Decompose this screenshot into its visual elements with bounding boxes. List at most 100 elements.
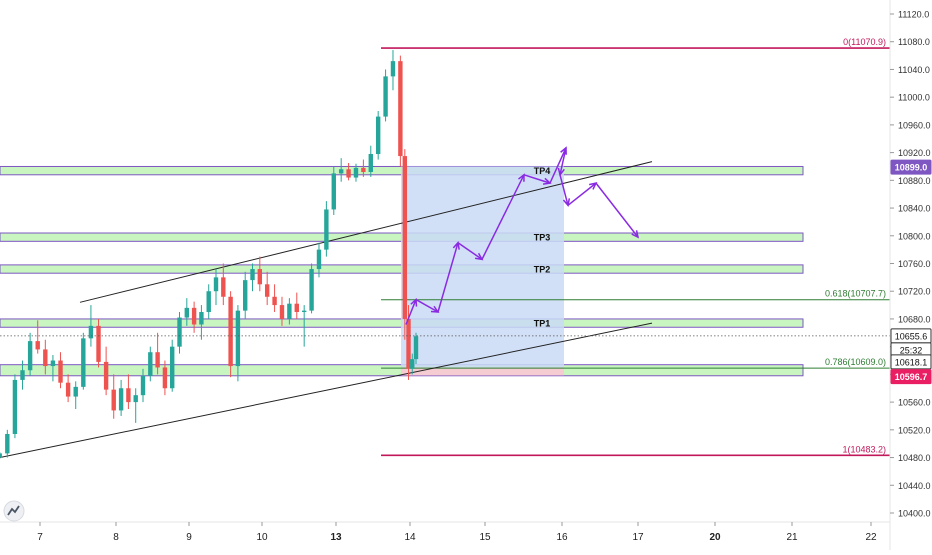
x-tick-label: 8 [113,532,119,543]
candle-body[interactable] [309,269,314,311]
candle-body[interactable] [383,76,388,117]
forecast-arrow-segment[interactable] [523,174,551,184]
candles-layer [0,50,419,459]
price-badge-label: 25:32 [900,345,923,355]
candle-body[interactable] [58,360,63,383]
candle-body[interactable] [111,389,116,411]
forecast-arrow-segment[interactable] [415,298,439,313]
candle-body[interactable] [410,359,415,369]
candle-body[interactable] [65,382,71,397]
forecast-arrow-segment[interactable] [457,242,483,260]
candle-body[interactable] [346,169,351,178]
candle-body[interactable] [402,156,408,319]
candle-body[interactable] [162,367,168,389]
candle-body[interactable] [126,388,131,403]
trend-line[interactable] [79,161,653,303]
x-axis: 7 8 9 10 13 14 15 16 17 20 21 22 [0,521,890,543]
forecast-arrow-segment[interactable] [481,174,525,260]
x-tick-label: 15 [479,532,491,543]
forecast-arrow-segment[interactable] [405,299,417,325]
price-badge-label: 10618.1 [895,357,928,367]
forecast-arrow-head [452,241,460,250]
candle-body[interactable] [103,361,109,390]
tradingview-logo[interactable] [3,500,25,522]
candle-body[interactable] [199,312,204,325]
price-badge [890,159,932,175]
candle-body[interactable] [413,336,419,360]
y-tick-label: 10880.0 [898,176,931,186]
candle-body[interactable] [257,269,263,285]
arrows-layer [405,146,640,325]
candle-body[interactable] [324,209,329,250]
candle-body[interactable] [118,388,124,411]
candle-body[interactable] [250,269,255,281]
candle-body[interactable] [73,386,78,397]
y-tick-label: 10920.0 [898,148,931,158]
candle-body[interactable] [12,379,18,434]
x-tick-label: 7 [37,532,43,543]
candle-body[interactable] [27,341,33,371]
trendlines-layer [0,161,653,459]
forecast-arrow-head [589,182,598,190]
y-tick-label: 10520.0 [898,425,931,435]
target-box[interactable] [401,166,564,368]
target-box-layer: TP4 TP3 TP2 TP1 [401,166,564,376]
trend-line[interactable] [0,322,653,459]
y-tick-label: 10800.0 [898,231,931,241]
candle-body[interactable] [316,249,322,270]
forecast-arrow-segment[interactable] [559,147,567,175]
candle-body[interactable] [148,352,153,376]
candle-body[interactable] [213,277,219,292]
candle-body[interactable] [287,303,292,319]
candle-body[interactable] [279,305,285,319]
forecast-arrow-segment[interactable] [595,182,639,238]
candle-body[interactable] [375,116,381,155]
candle-body[interactable] [368,154,373,173]
candle-body[interactable] [206,291,211,313]
candle-body[interactable] [170,346,175,389]
candle-body[interactable] [20,370,25,380]
candle-body[interactable] [398,61,403,157]
candle-body[interactable] [81,338,86,387]
candle-body[interactable] [96,325,101,362]
price-badge-label: 10655.6 [895,331,928,341]
candle-body[interactable] [155,352,160,368]
candle-body[interactable] [140,375,146,396]
candle-body[interactable] [331,173,336,210]
candle-body[interactable] [43,349,48,367]
candle-body[interactable] [0,453,2,458]
candle-body[interactable] [406,318,411,369]
y-tick-label: 10480.0 [898,453,931,463]
candle-body[interactable] [353,167,359,178]
candle-body[interactable] [5,433,10,454]
candle-body[interactable] [35,341,40,350]
candle-body[interactable] [294,303,299,313]
candle-body[interactable] [133,395,138,403]
fib-label: 0.786(10609.0) [825,357,886,367]
candle-body[interactable] [184,307,190,318]
y-tick-label: 10760.0 [898,259,931,269]
forecast-arrow-segment[interactable] [549,147,567,184]
candle-body[interactable] [390,61,396,77]
candle-body[interactable] [191,307,197,325]
candle-body[interactable] [272,296,277,306]
forecast-arrow-segment[interactable] [567,182,597,206]
candle-body[interactable] [177,317,182,347]
forecast-arrow-head [631,230,640,239]
candle-body[interactable] [221,277,226,297]
candle-body[interactable] [88,325,94,339]
candle-body[interactable] [228,296,233,367]
zone-label-tp1: TP1 [534,319,551,329]
candle-body[interactable] [50,360,56,367]
candle-body[interactable] [301,310,307,313]
candle-body[interactable] [264,284,270,297]
y-tick-label: 10560.0 [898,398,931,408]
candle-body[interactable] [235,310,241,367]
stop-box[interactable] [401,367,564,376]
forecast-arrow-segment[interactable] [437,242,459,313]
candle-body[interactable] [338,169,344,174]
candle-body[interactable] [361,167,366,173]
forecast-arrow-segment[interactable] [559,174,569,206]
candle-body[interactable] [243,280,248,311]
